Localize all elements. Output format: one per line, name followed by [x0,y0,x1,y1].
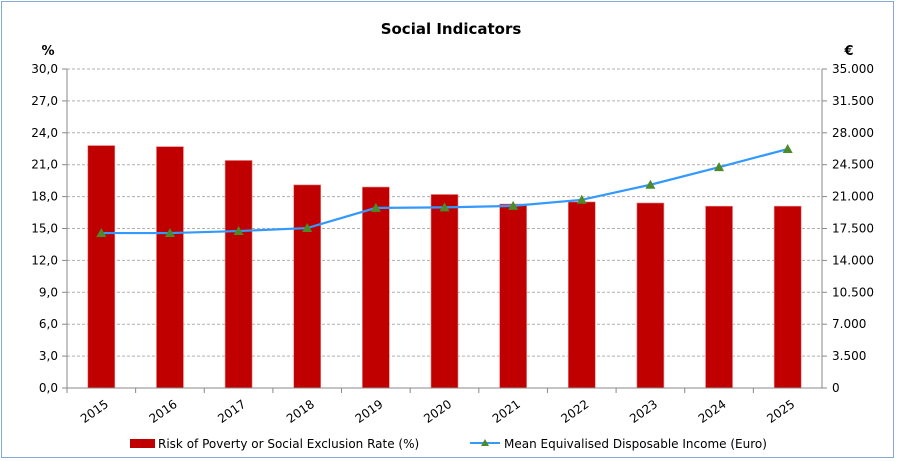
left-tick-label: 12,0 [31,253,58,267]
income-marker-2023 [645,179,656,189]
bar-2022 [567,201,596,389]
x-tick-label: 2015 [78,397,111,426]
income-marker-2022 [576,194,587,204]
income-marker-2024 [714,162,725,172]
bar-2024 [705,205,733,389]
income-marker-2020 [439,202,450,212]
bar-2023 [636,202,665,389]
left-tick-label: 15,0 [31,222,58,236]
right-tick-label: 24.500 [832,158,874,172]
left-tick-label: 30,0 [31,62,58,76]
x-tick-label: 2020 [421,397,454,426]
left-tick-label: 3,0 [39,349,58,363]
right-tick-label: 3.500 [832,349,866,363]
x-tick-label: 2022 [558,397,591,426]
right-tick-label: 28.000 [832,126,874,140]
legend-marker [481,439,489,446]
left-tick-label: 27,0 [31,94,58,108]
x-tick-label: 2024 [696,397,729,426]
left-tick-label: 0,0 [39,381,58,395]
right-tick-label: 17.500 [832,222,874,236]
right-tick-label: 31.500 [832,94,874,108]
x-tick-label: 2016 [147,397,180,426]
left-tick-label: 24,0 [31,126,58,140]
bar-2015 [87,145,116,389]
left-tick-label: 6,0 [39,317,58,331]
income-marker-2017 [233,226,244,236]
right-tick-label: 14.000 [832,253,874,267]
x-tick-label: 2018 [284,397,317,426]
bar-2025 [773,205,802,389]
bar-2016 [156,146,184,389]
legend-swatch-bar [130,439,155,448]
legend-label-line: Mean Equivalised Disposable Income (Euro… [504,437,767,451]
left-axis-unit: % [41,44,54,59]
right-tick-label: 35.000 [832,62,874,76]
right-tick-label: 21.000 [832,190,874,204]
x-tick-label: 2019 [353,397,386,426]
right-tick-label: 0 [832,381,840,395]
income-marker-2025 [782,144,793,154]
bar-2019 [362,186,390,389]
legend-label-bar: Risk of Poverty or Social Exclusion Rate… [158,437,419,451]
x-tick-label: 2021 [490,397,523,426]
chart-title: Social Indicators [381,20,522,38]
right-tick-label: 7.000 [832,317,866,331]
x-tick-label: 2017 [215,397,248,426]
right-axis-unit: € [843,44,853,59]
income-marker-2015 [96,228,107,238]
left-tick-label: 18,0 [31,190,58,204]
income-marker-2018 [302,223,313,233]
income-marker-2016 [164,228,175,238]
bar-2017 [224,160,253,389]
x-tick-label: 2025 [764,397,797,426]
income-marker-2019 [370,202,381,212]
right-tick-label: 10.500 [832,285,874,299]
bar-2018 [293,184,322,389]
bar-2020 [430,194,459,389]
left-tick-label: 21,0 [31,158,58,172]
bar-2021 [499,203,527,389]
income-marker-2021 [508,200,519,210]
left-tick-label: 9,0 [39,285,58,299]
x-tick-label: 2023 [627,397,660,426]
